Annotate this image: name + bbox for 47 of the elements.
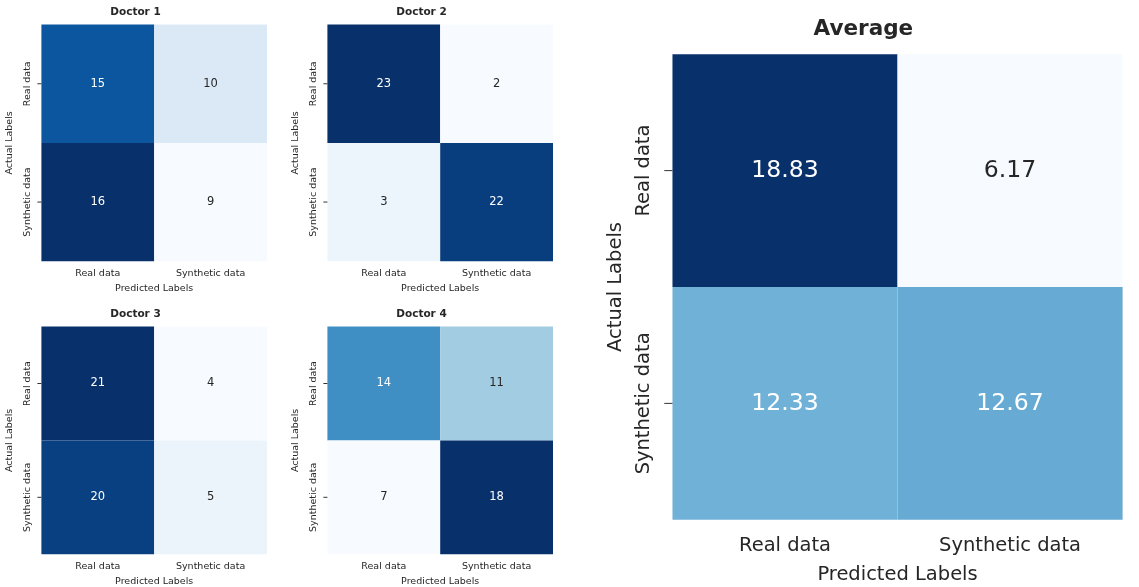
x-tick-label: Synthetic data [461, 560, 532, 572]
x-tick-label: Synthetic data [175, 267, 246, 279]
y-axis-title: Actual Labels [602, 222, 626, 352]
x-tick-label: Synthetic data [175, 560, 246, 572]
chart-title: Doctor 4 [396, 307, 447, 320]
data-label: 23 [376, 75, 392, 90]
y-axis-title: Actual Labels [289, 111, 301, 175]
x-tick-label: Real data [361, 560, 407, 572]
data-label: 5 [206, 489, 215, 504]
data-label: 4 [206, 375, 215, 390]
chart-title: Doctor 2 [396, 5, 447, 18]
data-label: 14 [376, 375, 392, 390]
data-label: 9 [206, 194, 215, 209]
data-label: 12.33 [751, 387, 819, 416]
data-label: 20 [90, 489, 106, 504]
y-tick-label: Real data [307, 361, 319, 406]
data-label: 22 [489, 194, 504, 209]
x-tick-label: Real data [75, 560, 121, 572]
data-label: 10 [203, 75, 218, 90]
data-label: 2 [492, 75, 501, 90]
y-tick-label: Real data [307, 61, 319, 107]
y-axis-title: Actual Labels [289, 408, 301, 473]
y-axis-title: Actual Labels [3, 408, 15, 473]
chart-title: Doctor 1 [110, 5, 161, 18]
x-tick-label: Real data [75, 267, 121, 279]
y-tick-label: Real data [21, 361, 33, 406]
y-tick-label: Real data [21, 61, 33, 107]
data-label: 6.17 [983, 154, 1037, 183]
y-axis-title: Actual Labels [3, 111, 15, 175]
data-label: 16 [90, 194, 106, 209]
chart-title: Average [813, 14, 914, 40]
chart-title: Doctor 3 [110, 307, 161, 320]
data-label: 7 [380, 489, 388, 504]
x-tick-label: Synthetic data [461, 267, 532, 279]
x-axis-title: Predicted Labels [401, 574, 480, 586]
x-axis-title: Predicted Labels [115, 574, 194, 586]
data-label: 3 [380, 194, 388, 209]
x-axis-title: Predicted Labels [115, 281, 194, 293]
data-label: 18.83 [751, 154, 819, 183]
data-label: 21 [90, 375, 106, 390]
x-tick-label: Real data [361, 267, 407, 279]
x-axis-title: Predicted Labels [817, 562, 978, 586]
data-label: 15 [90, 75, 106, 90]
x-axis-title: Predicted Labels [401, 281, 480, 293]
data-label: 11 [489, 375, 504, 390]
data-label: 12.67 [976, 387, 1044, 416]
data-label: 18 [489, 489, 504, 504]
